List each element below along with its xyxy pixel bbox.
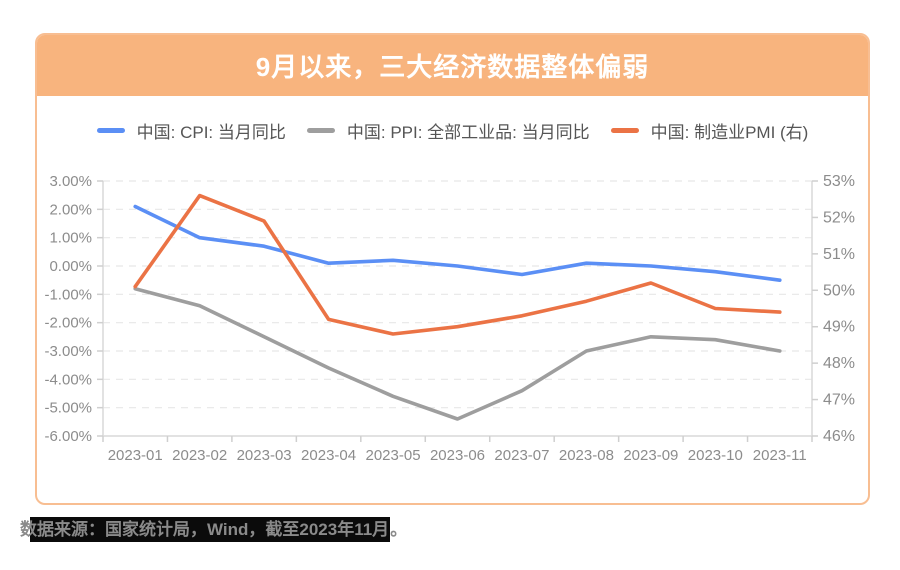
- svg-text:-6.00%: -6.00%: [44, 428, 92, 445]
- svg-text:2023-02: 2023-02: [172, 447, 227, 464]
- svg-text:53%: 53%: [823, 173, 855, 190]
- legend-item-pmi[interactable]: 中国: 制造业PMI (右): [610, 118, 809, 143]
- svg-text:2023-11: 2023-11: [752, 447, 806, 464]
- svg-text:3.00%: 3.00%: [49, 173, 92, 190]
- data-source-note: 数据来源：国家统计局，Wind，截至2023年11月。: [20, 515, 408, 542]
- chart-card: 9月以来，三大经济数据整体偏弱 中国: CPI: 当月同比 中国: PPI: 全…: [35, 33, 870, 505]
- svg-text:2023-07: 2023-07: [494, 447, 549, 464]
- legend-swatch-pmi: [610, 128, 639, 133]
- svg-text:-5.00%: -5.00%: [44, 400, 92, 417]
- svg-text:2023-04: 2023-04: [301, 447, 356, 464]
- svg-text:50%: 50%: [823, 282, 855, 299]
- svg-text:2023-03: 2023-03: [236, 447, 291, 464]
- source-text-highlighted: 数据来源：国家统计局，Wind，截至2023年11月: [20, 517, 391, 542]
- legend-label-ppi: 中国: PPI: 全部工业品: 当月同比: [346, 123, 590, 142]
- svg-text:-4.00%: -4.00%: [44, 371, 92, 388]
- legend-swatch-ppi: [306, 128, 335, 133]
- line-chart[interactable]: 3.00% 2.00% 1.00% 0.00% -1.00% -2.00% -3.00% -4…: [38, 161, 868, 473]
- svg-text:48%: 48%: [823, 355, 855, 372]
- svg-text:52%: 52%: [823, 209, 855, 226]
- legend-label-cpi: 中国: CPI: 当月同比: [136, 123, 286, 142]
- svg-text:46%: 46%: [823, 428, 855, 445]
- svg-text:49%: 49%: [823, 319, 855, 336]
- legend-item-cpi[interactable]: 中国: CPI: 当月同比: [96, 118, 286, 143]
- chart-header: 9月以来，三大经济数据整体偏弱: [37, 35, 868, 96]
- svg-text:-1.00%: -1.00%: [44, 286, 92, 303]
- svg-text:2023-01: 2023-01: [107, 447, 162, 464]
- legend-label-pmi: 中国: 制造业PMI (右): [650, 123, 809, 142]
- svg-text:51%: 51%: [823, 246, 855, 263]
- svg-text:1.00%: 1.00%: [49, 230, 92, 247]
- legend-item-ppi[interactable]: 中国: PPI: 全部工业品: 当月同比: [306, 118, 590, 143]
- svg-text:2023-09: 2023-09: [623, 447, 678, 464]
- source-text-suffix: 。: [390, 520, 408, 539]
- svg-text:0.00%: 0.00%: [49, 258, 92, 275]
- chart-legend: 中国: CPI: 当月同比 中国: PPI: 全部工业品: 当月同比 中国: 制…: [37, 118, 868, 143]
- svg-text:47%: 47%: [823, 392, 855, 409]
- svg-text:2023-06: 2023-06: [429, 447, 484, 464]
- svg-text:2.00%: 2.00%: [49, 201, 92, 218]
- svg-text:-2.00%: -2.00%: [44, 315, 92, 332]
- svg-text:2023-05: 2023-05: [365, 447, 420, 464]
- legend-swatch-cpi: [96, 128, 125, 133]
- chart-area: 3.00% 2.00% 1.00% 0.00% -1.00% -2.00% -3.00% -4…: [38, 161, 868, 473]
- svg-text:2023-10: 2023-10: [687, 447, 742, 464]
- svg-text:2023-08: 2023-08: [558, 447, 613, 464]
- svg-text:-3.00%: -3.00%: [44, 343, 92, 360]
- chart-title: 9月以来，三大经济数据整体偏弱: [255, 52, 650, 82]
